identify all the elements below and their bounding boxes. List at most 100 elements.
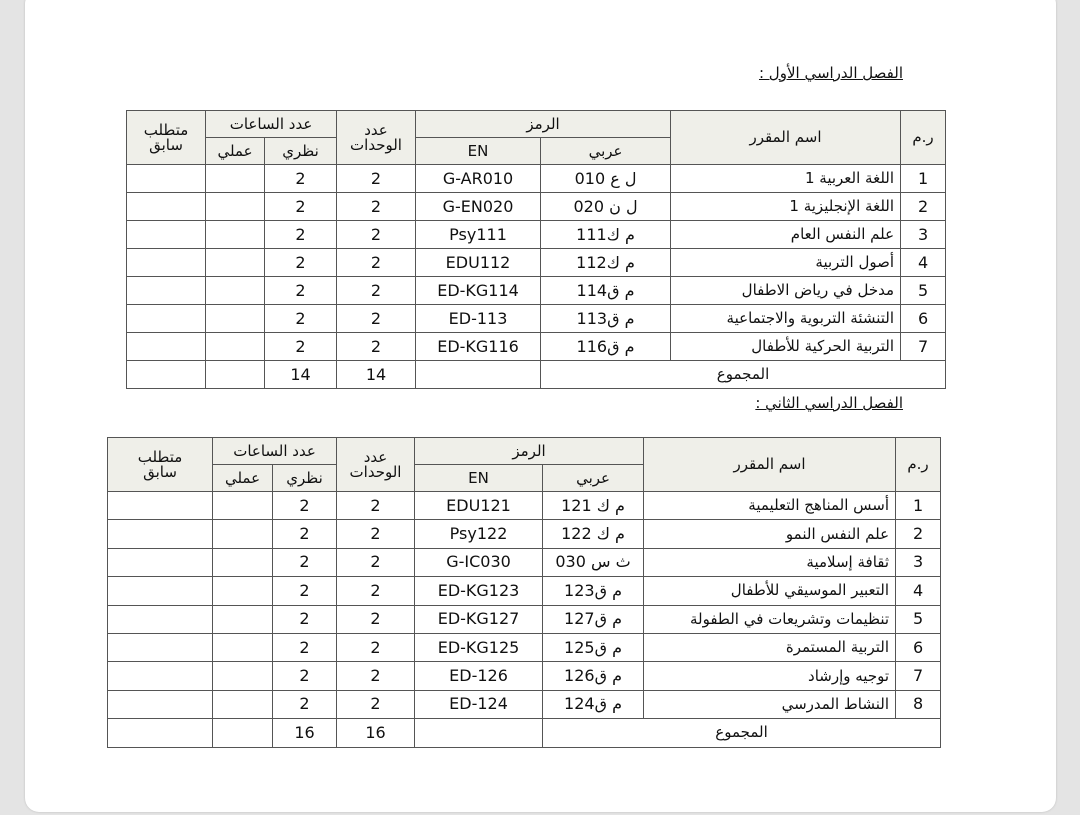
course-theory-hours: 2	[264, 192, 338, 221]
course-units: 2	[336, 519, 416, 549]
course-units: 2	[336, 276, 417, 305]
course-row: 4 أصول التربية م ك112 EDU112 2 2	[126, 248, 947, 277]
course-code-ar: ل ع 010	[540, 164, 672, 193]
total-empty	[415, 360, 542, 389]
course-units: 2	[336, 576, 416, 606]
course-code-ar: م ق127	[542, 604, 645, 634]
course-code-en: ED-KG116	[415, 332, 542, 361]
total-units: 16	[336, 718, 416, 748]
course-name: أصول التربية	[670, 248, 902, 277]
header-units: عدد الوحدات	[336, 437, 416, 492]
course-theory-hours: 2	[272, 661, 338, 691]
course-code-ar: م ق125	[542, 632, 645, 663]
course-prereq	[107, 490, 213, 521]
course-name: اللغة العربية 1	[670, 164, 902, 193]
total-label: المجموع	[540, 360, 947, 389]
header-theory: نظري	[272, 464, 338, 492]
semester-1-table: ر.م اسم المقرر الرمز عدد الوحدات عدد الساعات…	[126, 110, 947, 389]
header-practical: عملي	[211, 464, 274, 492]
course-prereq	[126, 220, 206, 249]
total-prereq	[107, 718, 213, 748]
course-number: 5	[895, 604, 942, 634]
header-code: الرمز	[414, 437, 645, 465]
course-number: 4	[900, 248, 947, 277]
course-theory-hours: 2	[264, 220, 338, 249]
course-theory-hours: 2	[272, 632, 338, 663]
course-name: تنظيمات وتشريعات في الطفولة	[643, 604, 897, 634]
course-name: توجيه وإرشاد	[643, 661, 897, 691]
course-practical-hours	[211, 547, 274, 578]
course-prereq	[126, 276, 206, 305]
course-name: النشاط المدرسي	[643, 689, 897, 720]
course-practical-hours	[211, 519, 274, 549]
course-code-ar: م ك111	[540, 220, 672, 249]
course-row: 6 التنشئة التربوية والاجتماعية م ق113 ED-11…	[126, 304, 947, 333]
course-code-ar: م ك112	[540, 248, 672, 277]
course-units: 2	[336, 547, 416, 578]
semester-2-table: ر.م اسم المقرر الرمز عدد الوحدات عدد الساعات…	[107, 437, 942, 748]
course-name: التعبير الموسيقي للأطفال	[643, 576, 897, 606]
course-number: 5	[900, 276, 947, 305]
total-units: 14	[336, 360, 417, 389]
header-num: ر.م	[900, 110, 947, 165]
total-practical	[204, 360, 266, 389]
course-row: 2 علم النفس النمو م ك 122 Psy122 2 2	[107, 519, 942, 549]
course-row: 1 أسس المناهج التعليمية م ك 121 EDU121 2 2	[107, 490, 942, 521]
course-code-en: Psy122	[414, 519, 544, 549]
header-prereq: متطلب سابق	[107, 437, 213, 492]
header-hours: عدد الساعات	[204, 110, 338, 138]
course-name: اللغة الإنجليزية 1	[670, 192, 902, 221]
course-code-en: EDU121	[414, 490, 544, 521]
course-name: مدخل في رياض الاطفال	[670, 276, 902, 305]
course-units: 2	[336, 490, 416, 521]
course-code-ar: ل ن 020	[540, 192, 672, 221]
course-prereq	[107, 519, 213, 549]
course-prereq	[107, 547, 213, 578]
course-row: 6 التربية المستمرة م ق125 ED-KG125 2 2	[107, 632, 942, 663]
header-prereq: متطلب سابق	[126, 110, 206, 165]
header-code: الرمز	[415, 110, 672, 138]
course-theory-hours: 2	[264, 276, 338, 305]
total-theory: 14	[264, 360, 338, 389]
course-number: 1	[900, 164, 947, 193]
course-practical-hours	[211, 604, 274, 634]
course-code-ar: م ك 121	[542, 490, 645, 521]
course-number: 4	[895, 576, 942, 606]
course-prereq	[126, 332, 206, 361]
course-prereq	[126, 192, 206, 221]
course-code-en: ED-KG123	[414, 576, 544, 606]
course-number: 3	[895, 547, 942, 578]
course-prereq	[107, 689, 213, 720]
course-code-ar: ث س 030	[542, 547, 645, 578]
header-course-name: اسم المقرر	[643, 437, 897, 492]
course-prereq	[107, 604, 213, 634]
course-practical-hours	[204, 276, 266, 305]
course-name: ثقافة إسلامية	[643, 547, 897, 578]
course-practical-hours	[204, 248, 266, 277]
header-code-en: EN	[414, 464, 544, 492]
course-row: 3 علم النفس العام م ك111 Psy111 2 2	[126, 220, 947, 249]
course-practical-hours	[211, 576, 274, 606]
course-practical-hours	[211, 689, 274, 720]
course-row: 3 ثقافة إسلامية ث س 030 G-IC030 2 2	[107, 547, 942, 578]
course-code-en: ED-KG114	[415, 276, 542, 305]
course-units: 2	[336, 220, 417, 249]
course-code-en: ED-KG127	[414, 604, 544, 634]
course-number: 7	[895, 661, 942, 691]
course-code-ar: م ق123	[542, 576, 645, 606]
header-practical: عملي	[204, 137, 266, 165]
course-theory-hours: 2	[272, 547, 338, 578]
course-code-en: ED-113	[415, 304, 542, 333]
course-units: 2	[336, 304, 417, 333]
course-number: 6	[900, 304, 947, 333]
course-prereq	[107, 632, 213, 663]
course-units: 2	[336, 192, 417, 221]
course-number: 8	[895, 689, 942, 720]
course-name: التربية المستمرة	[643, 632, 897, 663]
course-number: 3	[900, 220, 947, 249]
course-row: 7 التربية الحركية للأطفال م ق116 ED-KG116 2 2	[126, 332, 947, 361]
course-theory-hours: 2	[272, 576, 338, 606]
total-empty	[414, 718, 544, 748]
